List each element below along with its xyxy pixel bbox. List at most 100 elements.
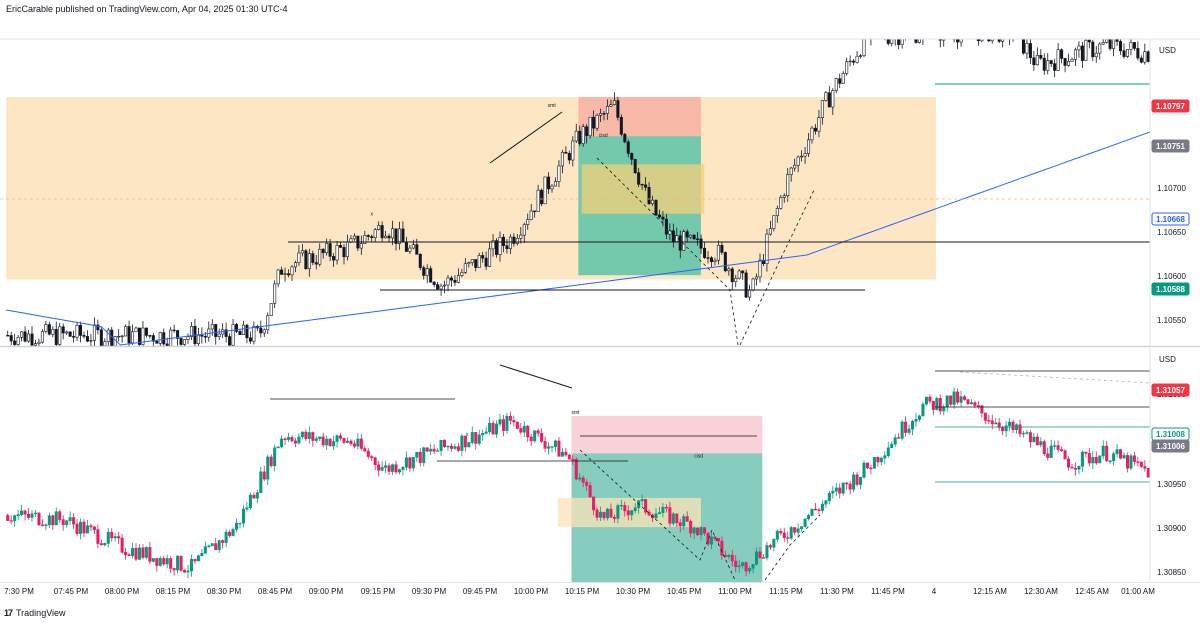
candle xyxy=(1132,42,1136,49)
candle xyxy=(696,527,700,536)
candle xyxy=(699,238,703,249)
candle xyxy=(20,510,24,515)
bottom-price-panel[interactable]: smtcisdxUSD1.310501.309501.309001.308501… xyxy=(6,348,1200,582)
candle xyxy=(543,176,547,205)
candle xyxy=(609,508,613,518)
candle xyxy=(890,39,894,44)
candle xyxy=(210,543,214,547)
candle xyxy=(647,187,651,205)
candle xyxy=(245,507,249,510)
top-price-panel[interactable]: smt cisd x USD 1.10700 1.10650 1.10600 1.10550 1… xyxy=(0,15,1200,355)
candle xyxy=(734,560,738,568)
candle xyxy=(238,331,242,335)
candle xyxy=(973,402,977,406)
candle xyxy=(848,483,852,490)
publisher-header: EricCarable published on TradingView.com… xyxy=(0,0,1200,18)
candle xyxy=(536,430,540,434)
candle xyxy=(647,511,651,516)
candle xyxy=(761,259,765,264)
candle xyxy=(6,515,10,521)
candle xyxy=(144,327,148,336)
candle xyxy=(779,197,783,209)
time-tick-label: 01:00 AM xyxy=(1121,587,1155,596)
candle xyxy=(238,522,242,525)
candle xyxy=(1108,460,1112,462)
footer[interactable]: 17 TradingView xyxy=(4,606,66,620)
candle xyxy=(831,490,835,494)
candle xyxy=(37,341,41,344)
candle xyxy=(817,117,821,132)
candle xyxy=(533,430,537,442)
candle xyxy=(252,494,256,499)
candle xyxy=(429,268,433,283)
candle xyxy=(54,511,58,526)
candle xyxy=(352,235,356,240)
candle xyxy=(488,248,492,267)
candle xyxy=(883,455,887,459)
price-badge xyxy=(1151,139,1190,153)
candle xyxy=(470,259,474,263)
candle xyxy=(675,513,679,523)
candle xyxy=(567,454,571,460)
candle xyxy=(165,343,169,346)
candle xyxy=(370,236,374,239)
time-tick-label: 09:30 PM xyxy=(412,587,447,596)
candle xyxy=(384,465,388,468)
candle xyxy=(498,419,502,425)
candle xyxy=(1091,41,1095,58)
candle xyxy=(290,266,294,276)
candle xyxy=(16,514,20,516)
time-tick-label: 12:15 AM xyxy=(973,587,1007,596)
candle xyxy=(304,431,308,439)
candle xyxy=(737,270,741,279)
candle xyxy=(82,521,86,534)
candle xyxy=(273,447,277,467)
candle xyxy=(501,419,505,431)
candle xyxy=(661,506,665,513)
candle xyxy=(1008,421,1012,427)
time-tick-label: 4 xyxy=(932,587,937,596)
candle xyxy=(352,443,356,447)
candle xyxy=(380,467,384,471)
candle xyxy=(616,100,620,118)
candle xyxy=(1112,453,1116,462)
candle xyxy=(155,340,159,344)
axes: 7:30 PM 07:45 PM 08:00 PM 08:15 PM 08:30 PM 0… xyxy=(0,38,1200,596)
candle xyxy=(803,518,807,527)
candle xyxy=(758,551,762,558)
candle xyxy=(328,438,332,447)
candle xyxy=(609,104,613,107)
candle xyxy=(103,543,107,546)
candle xyxy=(956,39,960,43)
candle xyxy=(855,474,859,485)
candle xyxy=(1001,427,1005,432)
candle xyxy=(148,547,152,562)
candle xyxy=(1101,445,1105,457)
candle xyxy=(803,153,807,157)
candle xyxy=(328,243,332,257)
candle xyxy=(768,545,772,548)
candle xyxy=(789,167,793,175)
candle xyxy=(668,507,672,524)
candle xyxy=(911,30,913,31)
candle xyxy=(318,248,322,265)
candle xyxy=(425,447,429,452)
candle xyxy=(1125,49,1129,57)
candle xyxy=(640,499,644,502)
candle xyxy=(404,457,408,468)
candle xyxy=(231,324,235,346)
candle xyxy=(574,130,578,142)
candle xyxy=(751,278,755,291)
candle xyxy=(120,537,124,553)
candle xyxy=(859,55,863,57)
candle xyxy=(207,545,211,548)
candle xyxy=(709,536,713,545)
candle xyxy=(897,437,901,439)
candle xyxy=(1039,54,1043,59)
candle xyxy=(228,336,232,346)
bottom-zone-stop xyxy=(571,416,763,454)
candle xyxy=(391,464,395,472)
candle xyxy=(276,269,280,285)
candle xyxy=(252,325,256,342)
